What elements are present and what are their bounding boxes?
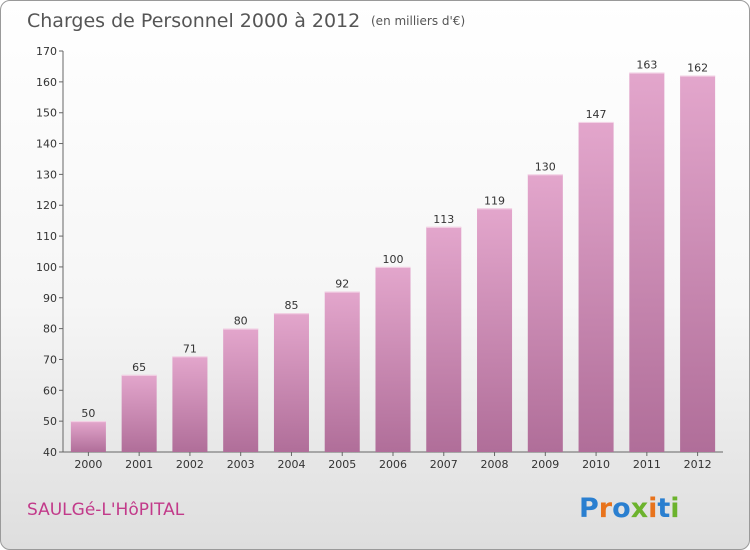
x-tick-label-2006: 2006 <box>379 458 407 471</box>
x-tick-label-2001: 2001 <box>125 458 153 471</box>
y-tick-label: 110 <box>36 230 57 243</box>
bar-2002 <box>172 356 208 452</box>
y-tick-label: 60 <box>43 384 57 397</box>
y-tick-label: 100 <box>36 261 57 274</box>
x-axis: 2000 2001 2002 2003 2004 2005 2006 2007 2008 2009… <box>63 451 723 471</box>
y-tick-label: 120 <box>36 199 57 212</box>
bar-2008 <box>477 208 513 452</box>
data-label-2010: 147 <box>586 108 607 121</box>
bar-2005 <box>324 291 360 452</box>
x-tick-label-2004: 2004 <box>277 458 305 471</box>
chart-subtitle: (en milliers d'€) <box>371 14 465 28</box>
bar-2009 <box>527 174 563 452</box>
x-tick-label-2000: 2000 <box>74 458 102 471</box>
logo-letter: r <box>599 493 613 524</box>
logo-letter: i <box>648 493 657 524</box>
bar-2007 <box>426 226 462 452</box>
bar-2004 <box>273 313 309 452</box>
x-tick-label-2009: 2009 <box>531 458 559 471</box>
bar-2011 <box>629 72 665 452</box>
data-label-2000: 50 <box>81 407 95 420</box>
y-tick-label: 80 <box>43 323 57 336</box>
data-label-2006: 100 <box>383 253 404 266</box>
bar-2006 <box>375 266 411 452</box>
data-label-2012: 162 <box>687 62 708 75</box>
data-label-2004: 85 <box>284 299 298 312</box>
data-label-2002: 71 <box>183 342 197 355</box>
y-axis: 40 50 60 70 80 90 100 110 120 130 140 150 160 170 <box>36 45 64 459</box>
commune-name: SAULGé-L'HôPITAL <box>27 500 185 520</box>
logo-letter: x <box>631 493 648 524</box>
y-tick-label: 50 <box>43 415 57 428</box>
x-tick-label-2011: 2011 <box>633 458 661 471</box>
x-tick-label-2012: 2012 <box>684 458 712 471</box>
data-label-2005: 92 <box>335 278 349 291</box>
bar-2003 <box>223 328 259 452</box>
x-tick-label-2010: 2010 <box>582 458 610 471</box>
y-tick-label: 90 <box>43 292 57 305</box>
bar-2001 <box>121 374 157 452</box>
y-tick-label: 170 <box>36 45 57 58</box>
logo-letter: P <box>579 493 599 524</box>
y-tick-label: 140 <box>36 138 57 151</box>
y-tick-label: 160 <box>36 76 57 89</box>
y-tick-label: 40 <box>43 446 57 459</box>
x-tick-label-2007: 2007 <box>430 458 458 471</box>
x-tick-label-2003: 2003 <box>227 458 255 471</box>
bar-2012 <box>680 75 716 452</box>
proxiti-logo[interactable]: Proxiti <box>579 493 680 524</box>
y-tick-label: 70 <box>43 353 57 366</box>
x-tick-label-2008: 2008 <box>481 458 509 471</box>
chart-title: Charges de Personnel 2000 à 2012 <box>27 10 360 32</box>
logo-letter: i <box>670 493 679 524</box>
data-label-2003: 80 <box>234 315 248 328</box>
y-tick-label: 130 <box>36 168 57 181</box>
x-tick-label-2002: 2002 <box>176 458 204 471</box>
logo-letter: o <box>612 493 631 524</box>
data-label-2001: 65 <box>132 361 146 374</box>
y-tick-label: 150 <box>36 107 57 120</box>
data-label-2008: 119 <box>484 194 505 207</box>
logo-letter: t <box>657 493 670 524</box>
data-label-2007: 113 <box>433 213 454 226</box>
data-label-2009: 130 <box>535 160 556 173</box>
bar-2010 <box>578 121 614 452</box>
data-label-2011: 163 <box>636 59 657 72</box>
x-tick-label-2005: 2005 <box>328 458 356 471</box>
bar-2000 <box>70 421 106 452</box>
bars: 50 65 71 80 85 92 100 113 119 130 147 163 162 <box>70 59 716 452</box>
